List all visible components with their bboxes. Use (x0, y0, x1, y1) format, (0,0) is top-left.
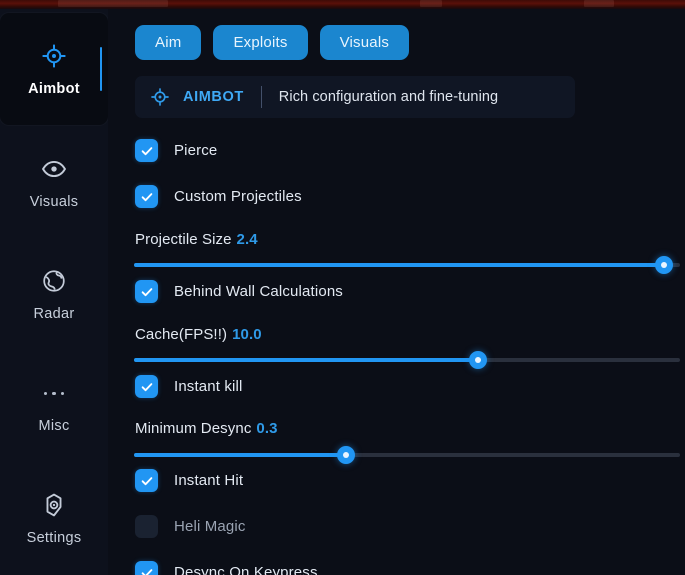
slider-label-cache-fps: Cache(FPS!!) 10.0 (135, 326, 262, 343)
sidebar-item-settings[interactable]: Settings (0, 462, 108, 574)
tab-bar: Aim Exploits Visuals (135, 25, 410, 60)
slider-thumb[interactable] (469, 351, 487, 369)
banner-divider (260, 86, 262, 108)
ellipsis-icon (43, 379, 65, 409)
sidebar-item-label: Visuals (29, 193, 79, 210)
slider-fill (134, 358, 478, 362)
sidebar-item-radar[interactable]: Radar (0, 238, 108, 350)
slider-cache-fps[interactable] (134, 350, 680, 370)
slider-minimum-desync[interactable] (134, 445, 680, 465)
slider-thumb[interactable] (337, 446, 355, 464)
slider-fill (134, 263, 664, 267)
banner-title: AIMBOT (183, 89, 244, 105)
checkbox-label: Pierce (174, 142, 218, 159)
checkbox-label: Behind Wall Calculations (174, 283, 343, 300)
checkbox-label: Instant Hit (174, 472, 244, 489)
slider-value: 2.4 (236, 231, 258, 248)
checkbox-label: Custom Projectiles (174, 188, 302, 205)
sidebar-item-label: Radar (33, 305, 75, 322)
checkbox-unchecked-icon[interactable] (135, 515, 158, 538)
sidebar-item-label: Misc (38, 417, 70, 434)
checkbox-checked-icon[interactable] (135, 561, 158, 575)
checkbox-row-behind-wall-calculations[interactable]: Behind Wall Calculations (135, 280, 343, 303)
tab-aim[interactable]: Aim (135, 25, 202, 60)
sidebar-item-visuals[interactable]: Visuals (0, 126, 108, 238)
slider-value: 0.3 (256, 420, 278, 437)
eye-icon (40, 155, 68, 185)
sidebar-nav: Aimbot Visuals Radar (0, 9, 108, 575)
crosshair-icon (149, 86, 171, 108)
slider-thumb[interactable] (655, 256, 673, 274)
sidebar-item-label: Settings (26, 529, 82, 546)
banner-subtitle: Rich configuration and fine-tuning (278, 89, 499, 105)
checkbox-checked-icon[interactable] (135, 185, 158, 208)
checkbox-checked-icon[interactable] (135, 469, 158, 492)
gear-icon (40, 491, 68, 521)
crosshair-icon (40, 42, 68, 72)
checkbox-row-pierce[interactable]: Pierce (135, 139, 217, 162)
checkbox-label: Instant kill (174, 378, 243, 395)
checkbox-checked-icon[interactable] (135, 375, 158, 398)
checkbox-label: Heli Magic (174, 518, 246, 535)
slider-projectile-size[interactable] (134, 255, 680, 275)
checkbox-row-custom-projectiles[interactable]: Custom Projectiles (135, 185, 302, 208)
checkbox-label: Desync On Keypress (174, 564, 318, 575)
checkbox-row-desync-on-keypress[interactable]: Desync On Keypress (135, 561, 318, 575)
checkbox-checked-icon[interactable] (135, 139, 158, 162)
checkbox-row-instant-kill[interactable]: Instant kill (135, 375, 243, 398)
sidebar-item-misc[interactable]: Misc (0, 350, 108, 462)
slider-label-minimum-desync: Minimum Desync 0.3 (135, 420, 278, 437)
checkbox-checked-icon[interactable] (135, 280, 158, 303)
checkbox-row-instant-hit[interactable]: Instant Hit (135, 469, 243, 492)
sidebar-item-aimbot[interactable]: Aimbot (0, 13, 108, 125)
window-top-strip (0, 0, 685, 9)
section-banner: AIMBOT Rich configuration and fine-tunin… (135, 76, 575, 118)
slider-value: 10.0 (232, 326, 262, 343)
slider-label-projectile-size: Projectile Size 2.4 (135, 231, 258, 248)
tab-visuals[interactable]: Visuals (319, 25, 410, 60)
slider-track (134, 453, 680, 457)
main-panel: Aim Exploits Visuals AIMBOT Rich configu… (108, 9, 685, 575)
checkbox-row-heli-magic[interactable]: Heli Magic (135, 515, 246, 538)
active-accent-bar (99, 47, 102, 91)
sidebar-item-label: Aimbot (28, 80, 80, 97)
slider-fill (134, 453, 346, 457)
radar-globe-icon (40, 267, 68, 297)
tab-exploits[interactable]: Exploits (213, 25, 308, 60)
